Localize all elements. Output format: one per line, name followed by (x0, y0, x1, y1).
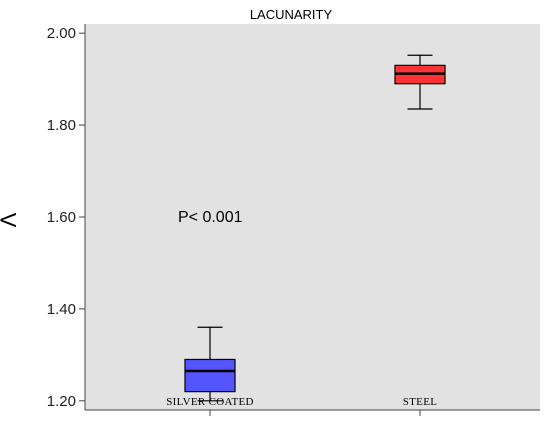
y-axis-label: Λ (0, 212, 21, 227)
y-tick-label: 1.40 (47, 301, 76, 318)
y-tick-label: 1.60 (47, 209, 76, 226)
chart-title: LACUNARITY (250, 7, 333, 22)
y-tick-label: 1.20 (47, 393, 76, 410)
box-group (184, 326, 236, 402)
iqr-box (184, 358, 236, 393)
plot-area (85, 24, 540, 410)
y-tick-label: 1.80 (47, 117, 76, 134)
y-tick-label: 2.00 (47, 25, 76, 42)
x-category-label: STEEL (403, 396, 438, 408)
p-value-annotation: P< 0.001 (178, 209, 243, 226)
x-category-label: SILVER COATED (166, 396, 254, 408)
box-group (394, 54, 446, 110)
